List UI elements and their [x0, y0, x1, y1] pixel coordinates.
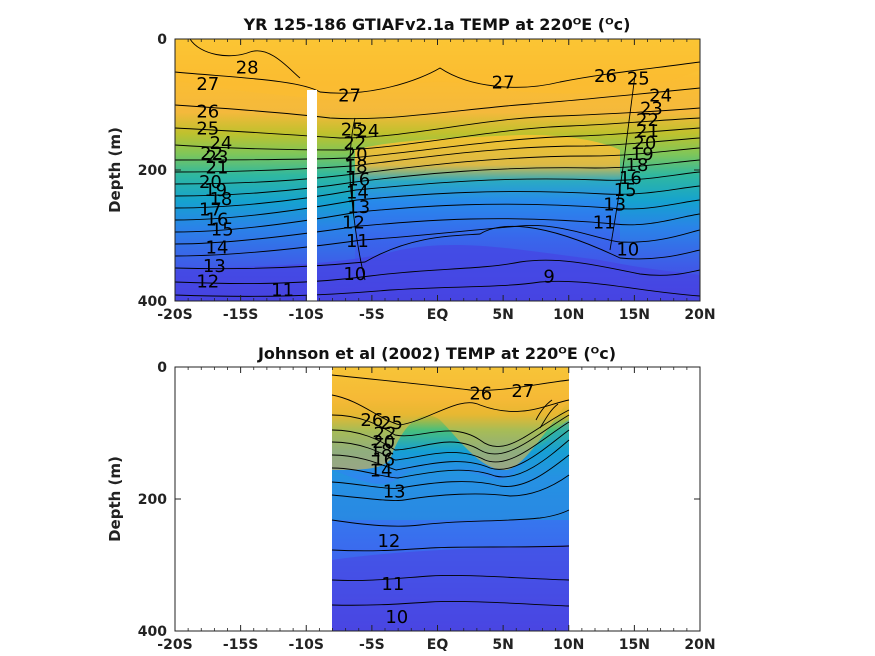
contour-label: 19: [204, 180, 227, 201]
x-tick-label: -20S: [157, 307, 192, 323]
contour-label: 12: [377, 531, 400, 552]
contour-label: 28: [236, 57, 259, 78]
chart-title: Johnson et al (2002) TEMP at 220ᴼE (ᴼc): [257, 344, 616, 363]
x-tick-label: -15S: [223, 307, 258, 323]
contour-label: 25: [341, 120, 364, 141]
x-tick-label: -5S: [359, 307, 385, 323]
contour-label: 25: [627, 69, 650, 90]
contour-label: 18: [345, 156, 368, 177]
contour-label: 12: [196, 272, 219, 293]
masked-band: [307, 90, 317, 301]
contour-label: 16: [619, 168, 642, 189]
x-tick-label: 10N: [553, 637, 584, 653]
x-tick-label: EQ: [427, 637, 449, 653]
contour-label: 24: [209, 133, 232, 154]
x-tick-label: 5N: [492, 637, 513, 653]
axis-ticks: -20S -15S -10S -5S EQ 5N 10N 15N 20N 0 200 400: [138, 360, 716, 653]
y-axis-label: Depth (m): [106, 456, 124, 542]
contour-label: 20: [345, 145, 368, 166]
contour-lines: [175, 39, 700, 297]
contour-label: 20: [633, 133, 656, 154]
y-tick-label: 400: [138, 624, 167, 640]
contour-label: 24: [356, 121, 379, 142]
y-tick-label: 0: [157, 32, 167, 48]
contour-label: 10: [616, 240, 639, 261]
contour-label: 16: [347, 169, 370, 190]
x-tick-label: 10N: [553, 307, 584, 323]
contour-label: 13: [383, 481, 406, 502]
contour-label: 14: [370, 460, 393, 481]
contour-label: 23: [206, 147, 229, 168]
chart-title: YR 125-186 GTIAFv2.1a TEMP at 220ᴼE (ᴼc): [243, 15, 631, 34]
contour-label: 13: [203, 256, 226, 277]
contour-label: 21: [206, 158, 229, 179]
contour-label: 22: [200, 143, 223, 164]
contour-label: 18: [209, 189, 232, 210]
contour-label: 11: [381, 574, 404, 595]
contour-label: 17: [199, 200, 222, 221]
contour-label: 20: [199, 172, 222, 193]
contour-label: 11: [346, 231, 369, 252]
y-tick-label: 400: [138, 294, 167, 310]
contour-lines: [331, 374, 570, 607]
contour-label: 11: [593, 213, 616, 234]
contour-label: 15: [211, 219, 234, 240]
contour-label: 16: [206, 209, 229, 230]
x-tick-label: 20N: [684, 307, 715, 323]
contour-label: 25: [380, 413, 403, 434]
contour-label: 13: [603, 194, 626, 215]
contour-label: 14: [346, 183, 369, 204]
contour-label: 10: [343, 264, 366, 285]
contour-label: 20: [372, 432, 395, 453]
x-tick-label: -10S: [289, 307, 324, 323]
y-tick-label: 200: [138, 492, 167, 508]
contour-label: 27: [492, 73, 515, 94]
contour-label: 15: [614, 180, 637, 201]
contour-label: 24: [649, 86, 672, 107]
contour-label: 27: [196, 74, 219, 95]
y-tick-label: 200: [138, 163, 167, 179]
contour-label: 19: [631, 144, 654, 165]
x-tick-label: 15N: [619, 637, 650, 653]
contour-label: 18: [626, 155, 649, 176]
panel-bottom: Johnson et al (2002) TEMP at 220ᴼE (ᴼc): [106, 344, 716, 653]
contour-label: 23: [640, 99, 663, 120]
axis-ticks: -20S -15S -10S -5S EQ 5N 10N 15N 20N 0 200 400: [138, 32, 716, 323]
contour-label: 21: [636, 121, 659, 142]
contour-label: 25: [196, 118, 219, 139]
contour-label: 26: [469, 384, 492, 405]
x-tick-label: 15N: [619, 307, 650, 323]
contour-label: 22: [636, 110, 659, 131]
contour-label: 16: [372, 450, 395, 471]
contour-label: 13: [347, 197, 370, 218]
x-tick-label: -10S: [289, 637, 324, 653]
y-axis-label: Depth (m): [106, 127, 124, 213]
x-tick-label: EQ: [427, 307, 449, 323]
contour-label: 27: [338, 86, 361, 107]
contour-label: 10: [385, 607, 408, 628]
contour-label: 11: [271, 280, 294, 301]
heatmap-field: [175, 39, 700, 301]
contour-label: 22: [343, 133, 366, 154]
x-tick-label: 20N: [684, 637, 715, 653]
contour-label: 26: [594, 66, 617, 87]
contour-label: 26: [196, 101, 219, 122]
contour-label: 18: [370, 440, 393, 461]
contour-label: 9: [543, 266, 554, 287]
contour-label: 12: [342, 213, 365, 234]
contour-label: 14: [206, 238, 229, 259]
contour-label: 22: [374, 423, 397, 444]
y-tick-label: 0: [157, 360, 167, 376]
panel-top: YR 125-186 GTIAFv2.1a TEMP at 220ᴼE (ᴼc): [106, 15, 716, 323]
contour-label: 26: [360, 410, 383, 431]
contour-label: 27: [511, 381, 534, 402]
x-tick-label: 5N: [492, 307, 513, 323]
x-tick-label: -5S: [359, 637, 385, 653]
x-tick-label: -15S: [223, 637, 258, 653]
x-tick-label: -20S: [157, 637, 192, 653]
